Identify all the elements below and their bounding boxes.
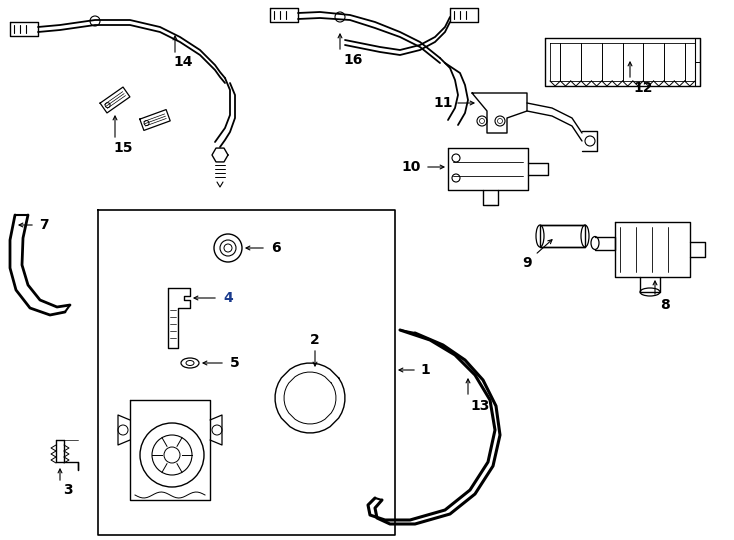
Text: 1: 1 bbox=[420, 363, 430, 377]
Ellipse shape bbox=[581, 225, 589, 247]
Circle shape bbox=[212, 425, 222, 435]
Text: 9: 9 bbox=[522, 256, 532, 270]
Ellipse shape bbox=[536, 225, 544, 247]
Text: 13: 13 bbox=[470, 399, 490, 413]
Text: 5: 5 bbox=[230, 356, 240, 370]
Circle shape bbox=[498, 118, 503, 124]
Circle shape bbox=[224, 244, 232, 252]
Circle shape bbox=[220, 240, 236, 256]
Ellipse shape bbox=[591, 237, 599, 249]
Text: 14: 14 bbox=[173, 55, 193, 69]
Circle shape bbox=[477, 116, 487, 126]
Circle shape bbox=[479, 118, 484, 124]
Circle shape bbox=[214, 234, 242, 262]
Text: 7: 7 bbox=[39, 218, 49, 232]
Ellipse shape bbox=[640, 288, 660, 296]
Circle shape bbox=[452, 154, 460, 162]
Text: 8: 8 bbox=[660, 298, 670, 312]
Circle shape bbox=[90, 16, 100, 26]
Circle shape bbox=[452, 174, 460, 182]
Text: 11: 11 bbox=[433, 96, 453, 110]
Text: 12: 12 bbox=[633, 81, 653, 95]
Circle shape bbox=[164, 447, 180, 463]
Circle shape bbox=[152, 435, 192, 475]
Text: 15: 15 bbox=[113, 141, 133, 155]
Text: 6: 6 bbox=[271, 241, 281, 255]
Circle shape bbox=[144, 120, 149, 126]
Circle shape bbox=[118, 425, 128, 435]
Text: 16: 16 bbox=[344, 53, 363, 67]
Text: 3: 3 bbox=[63, 483, 73, 497]
Text: 2: 2 bbox=[310, 333, 320, 347]
Circle shape bbox=[495, 116, 505, 126]
Ellipse shape bbox=[181, 358, 199, 368]
Text: 4: 4 bbox=[223, 291, 233, 305]
Circle shape bbox=[105, 103, 110, 107]
Circle shape bbox=[140, 423, 204, 487]
Circle shape bbox=[585, 136, 595, 146]
Circle shape bbox=[335, 12, 345, 22]
Text: 10: 10 bbox=[401, 160, 421, 174]
Ellipse shape bbox=[186, 361, 194, 366]
